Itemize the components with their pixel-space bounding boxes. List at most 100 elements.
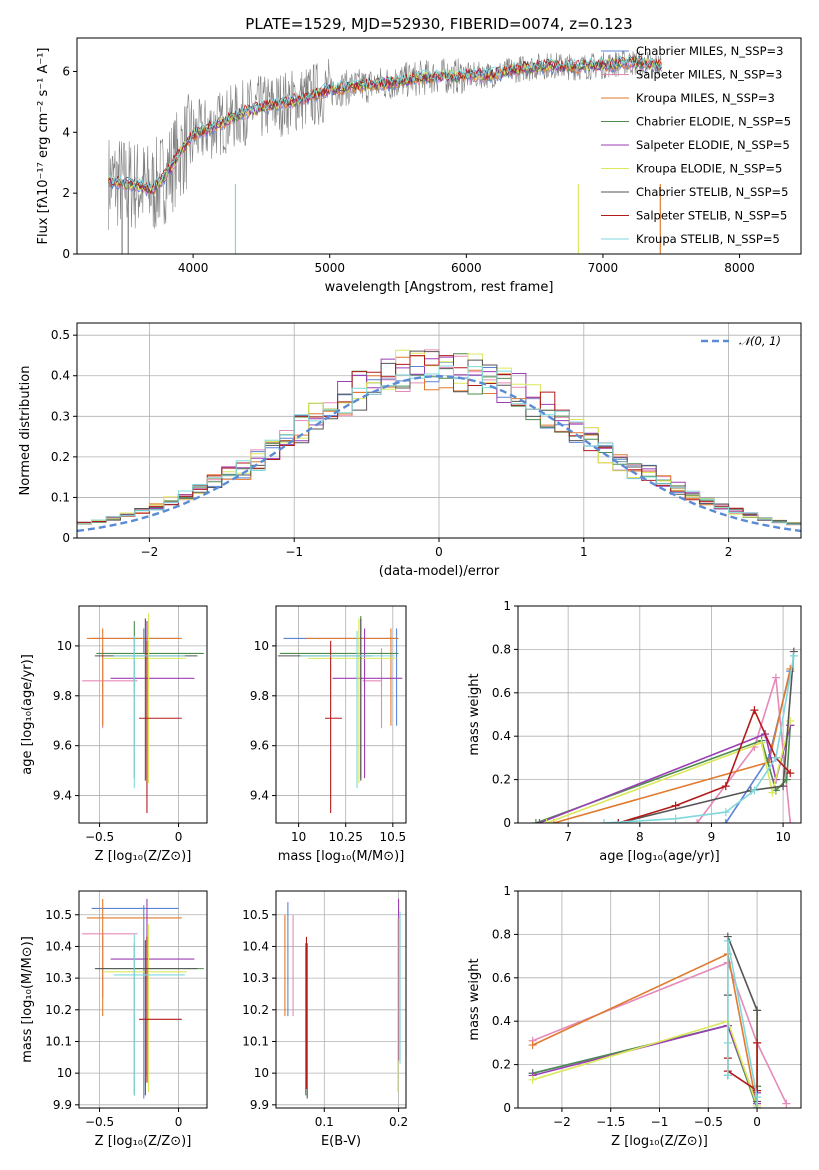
weight_vs_Z-x-axis-label: Z [log₁₀(Z/Z⊙)]: [611, 1134, 708, 1149]
model-spectrum-line: [108, 54, 663, 193]
age_vs_Z-data-layer: [82, 613, 204, 814]
mass_vs_EBV-y-tick-label: 10.4: [242, 939, 269, 953]
model-spectrum-line: [108, 57, 662, 193]
mass-weight-line: [603, 655, 795, 823]
weight_vs_Z-y-tick-label: 0.2: [492, 1058, 511, 1072]
residuals-y-tick-label: 0.4: [51, 369, 70, 383]
weight_vs_Z-y-tick-label: 0: [503, 1101, 511, 1115]
legend-label: Chabrier ELODIE, N_SSP=5: [636, 115, 791, 129]
spectrum-y-tick-label: 2: [62, 186, 70, 200]
mass-weight-marker: [753, 1104, 762, 1108]
age_vs_mass-axes-frame: [275, 605, 407, 824]
mass-weight-marker: [771, 673, 780, 682]
residuals-y-axis-label: Normed distribution: [18, 366, 33, 496]
mass-weight-line: [546, 720, 792, 823]
model-spectrum-line: [108, 55, 662, 195]
weight_vs_Z-x-tick-label: −2: [553, 1115, 571, 1129]
mass-weight-marker: [757, 738, 766, 747]
age_vs_Z-y-tick-label: 9.4: [53, 789, 72, 803]
mass-weight-marker: [693, 819, 702, 823]
model-spectrum-line: [108, 56, 663, 194]
weight_vs_Z-x-tick-label: −1.5: [596, 1115, 625, 1129]
mass-weight-marker: [750, 706, 759, 715]
weight_vs_age-x-tick-label: 8: [636, 830, 644, 844]
mass-weight-marker: [750, 786, 759, 795]
age_vs_Z-y-axis-label: age [log₁₀(age/yr)]: [20, 654, 35, 775]
residuals-y-tick-label: 0.1: [51, 490, 70, 504]
mass-weight-marker: [599, 819, 608, 823]
mass_vs_Z-x-tick-label: −0.5: [85, 1115, 114, 1129]
age_vs_Z-y-tick-label: 9.8: [53, 689, 72, 703]
mass-weight-marker: [723, 1071, 732, 1080]
residuals-x-axis-label: (data-model)/error: [379, 564, 500, 579]
model-spectrum-line: [108, 54, 663, 194]
mass_vs_Z-axes-frame: [78, 890, 208, 1109]
legend-label: Chabrier MILES, N_SSP=3: [636, 44, 783, 58]
age_vs_mass-y-tick-label: 9.8: [250, 689, 269, 703]
spectrum-x-tick-label: 4000: [178, 261, 209, 275]
mass_vs_Z-x-tick-label: 0: [175, 1115, 183, 1129]
mass-weight-marker: [614, 819, 623, 823]
mass-weight-marker: [671, 814, 680, 823]
mass-weight-marker: [771, 753, 780, 762]
legend-label: Chabrier STELIB, N_SSP=5: [636, 185, 788, 199]
legend-label: Salpeter STELIB, N_SSP=5: [636, 209, 787, 223]
mass-weight-marker: [535, 819, 544, 823]
mass_vs_Z-y-tick-label: 10.3: [45, 971, 72, 985]
age_vs_mass-y-tick-label: 9.4: [250, 789, 269, 803]
age_vs_mass-x-axis-label: mass [log₁₀(M/M⊙)]: [278, 849, 405, 864]
weight_vs_age-x-tick-label: 7: [564, 830, 572, 844]
mass-weight-marker: [723, 1038, 732, 1047]
age_vs_mass-y-tick-label: 9.6: [250, 739, 269, 753]
weight_vs_Z-x-tick-label: 0: [753, 1115, 761, 1129]
age-vs-mass-panel: 10 10.25 10.5 9.4 9.6 9.8 10 mass [log₁₀(M/M⊙)]: [250, 605, 407, 864]
legend-label: Salpeter MILES, N_SSP=3: [636, 68, 782, 82]
mass-weight-marker: [671, 801, 680, 810]
legend-label: Kroupa ELODIE, N_SSP=5: [636, 162, 782, 176]
mass-weight-marker: [786, 819, 795, 823]
mass-vs-extinction-panel: 0.1 0.2 9.9 10 10.1 10.2 10.3 10.4 10.5 E(B-V): [242, 890, 408, 1149]
mass_vs_EBV-data-layer: [284, 898, 401, 1099]
weight_vs_age-y-tick-label: 1: [503, 599, 511, 613]
residuals-y-tick-label: 0: [62, 531, 70, 545]
spectrum-y-tick-label: 6: [62, 64, 70, 78]
age_vs_mass-data-layer: [277, 615, 403, 814]
mass-weight-vs-metallicity-panel: −2 −1.5 −1 −0.5 0 0 0.2 0.4 0.6 0.8 1 Z [log₁₀(Z/Z⊙…: [467, 884, 802, 1149]
residuals-y-tick-label: 0.5: [51, 328, 70, 342]
mass_vs_Z-data-layer: [82, 898, 204, 1099]
weight_vs_age-x-tick-label: 9: [708, 830, 716, 844]
mass_vs_EBV-axes-frame: [275, 890, 407, 1109]
weight_vs_age-x-tick-label: 10: [775, 830, 790, 844]
residual-histogram-line: [77, 353, 801, 525]
age-vs-metallicity-panel: −0.5 0 9.4 9.6 9.8 10 Z [log₁₀(Z/Z⊙)] age [log₁…: [20, 605, 208, 864]
mass_vs_Z-x-axis-label: Z [log₁₀(Z/Z⊙)]: [95, 1134, 192, 1149]
mass-weight-marker: [782, 1099, 791, 1108]
age_vs_mass-y-tick-label: 10: [254, 639, 269, 653]
residuals-data-layer: [77, 349, 801, 533]
mass-weight-marker: [768, 788, 777, 797]
legend-label: Kroupa STELIB, N_SSP=5: [636, 232, 780, 246]
mass-weight-marker: [779, 782, 788, 791]
spectrum-y-tick-label: 0: [62, 247, 70, 261]
mass-weight-marker: [786, 769, 795, 778]
spectrum-data-layer: [108, 50, 663, 254]
mass_vs_Z-y-tick-label: 10: [57, 1066, 72, 1080]
spectrum-title: PLATE=1529, MJD=52930, FIBERID=0074, z=0…: [245, 15, 632, 33]
residuals-x-tick-label: 2: [725, 545, 733, 559]
mass_vs_Z-y-tick-label: 10.2: [45, 1003, 72, 1017]
residuals-x-tick-label: 1: [580, 545, 588, 559]
spectrum-x-axis-label: wavelength [Angstrom, rest frame]: [325, 280, 554, 295]
mass-weight-marker: [528, 1041, 537, 1050]
age_vs_Z-axes-frame: [78, 605, 208, 824]
mass_vs_Z-y-tick-label: 10.1: [45, 1034, 72, 1048]
weight_vs_age-y-tick-label: 0.8: [492, 642, 511, 656]
spectrum-y-axis-label: Flux [fλ10⁻¹⁷ erg cm⁻² s⁻¹ A⁻¹]: [36, 48, 51, 245]
mass_vs_EBV-x-axis-label: E(B-V): [321, 1134, 361, 1149]
mass-weight-marker: [789, 651, 798, 660]
residuals-y-tick-label: 0.2: [51, 450, 70, 464]
mass_vs_Z-y-axis-label: mass [log₁₀(M/M⊙)]: [20, 936, 35, 1063]
mass-weight-marker: [531, 819, 540, 823]
weight_vs_age-y-tick-label: 0.6: [492, 686, 511, 700]
mass-weight-marker: [753, 1038, 762, 1047]
legend-label: Kroupa MILES, N_SSP=3: [636, 91, 775, 105]
